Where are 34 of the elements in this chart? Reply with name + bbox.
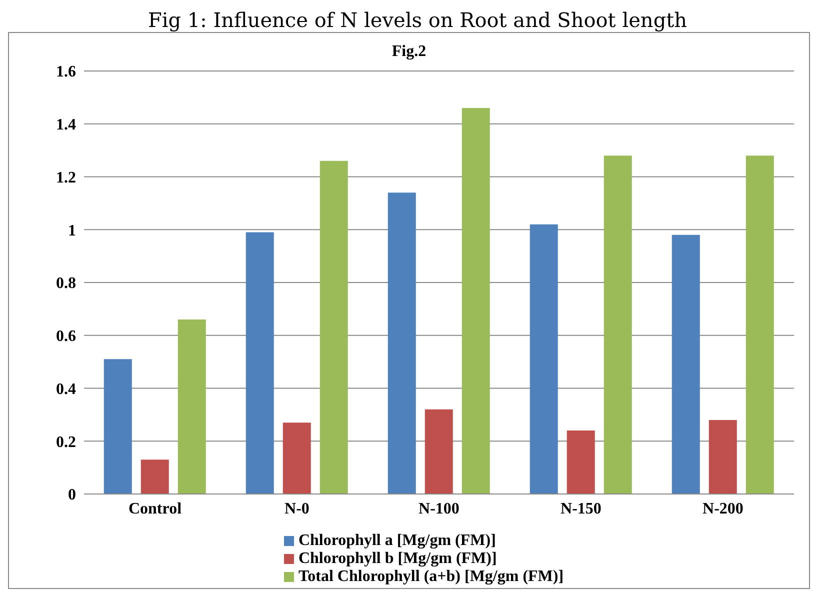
bar bbox=[530, 224, 558, 494]
caption: Fig 1: Influence of N levels on Root and Shoot length bbox=[146, 8, 688, 32]
y-tick-label: 0.4 bbox=[56, 380, 76, 398]
x-tick-label: N-100 bbox=[418, 500, 460, 518]
y-tick-label: 0.8 bbox=[56, 275, 76, 292]
x-tick-label: N-0 bbox=[284, 500, 310, 518]
legend-label: Chlorophyll b [Mg/gm (FM)] bbox=[298, 550, 497, 567]
bar bbox=[566, 430, 595, 494]
y-tick-label: 1.6 bbox=[56, 64, 76, 81]
bar bbox=[424, 409, 453, 494]
bar bbox=[140, 460, 169, 494]
legend-label: Total Chlorophyll (a+b) [Mg/gm (FM)] bbox=[298, 568, 564, 585]
bar bbox=[246, 232, 274, 494]
y-tick-label: 0.2 bbox=[56, 434, 76, 451]
bar bbox=[388, 192, 416, 494]
bar bbox=[320, 160, 348, 494]
bar bbox=[604, 156, 632, 494]
bar bbox=[282, 422, 311, 494]
y-tick-label: 1 bbox=[68, 222, 76, 240]
y-tick-label: 0.6 bbox=[56, 328, 76, 346]
bar bbox=[104, 359, 132, 494]
y-tick-label: 1.4 bbox=[56, 116, 76, 134]
chart-title: Fig.2 bbox=[390, 43, 428, 61]
bar bbox=[462, 108, 490, 494]
y-tick-label: 1.2 bbox=[56, 169, 76, 186]
y-tick-label: 0 bbox=[68, 486, 76, 504]
bar bbox=[746, 156, 774, 494]
bar bbox=[708, 420, 737, 494]
x-tick-label: Control bbox=[128, 500, 182, 518]
bar bbox=[178, 320, 206, 494]
x-tick-label: N-150 bbox=[560, 500, 602, 518]
bar bbox=[672, 234, 700, 494]
legend-label: Chlorophyll a [Mg/gm (FM)] bbox=[298, 532, 496, 549]
x-tick-label: N-200 bbox=[702, 500, 744, 518]
